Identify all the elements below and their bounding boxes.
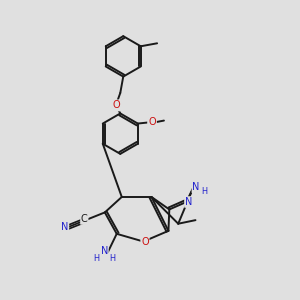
Text: O: O <box>112 100 120 110</box>
Text: O: O <box>148 117 156 127</box>
Text: H: H <box>109 254 115 263</box>
Text: H: H <box>201 187 208 196</box>
Text: H: H <box>93 254 100 263</box>
Text: N: N <box>185 197 192 207</box>
Text: O: O <box>148 117 156 127</box>
Text: O: O <box>141 237 149 247</box>
Text: N: N <box>61 222 68 232</box>
Text: N: N <box>192 182 200 193</box>
Text: C: C <box>81 214 88 224</box>
Text: N: N <box>100 246 108 256</box>
Text: O: O <box>112 100 120 110</box>
